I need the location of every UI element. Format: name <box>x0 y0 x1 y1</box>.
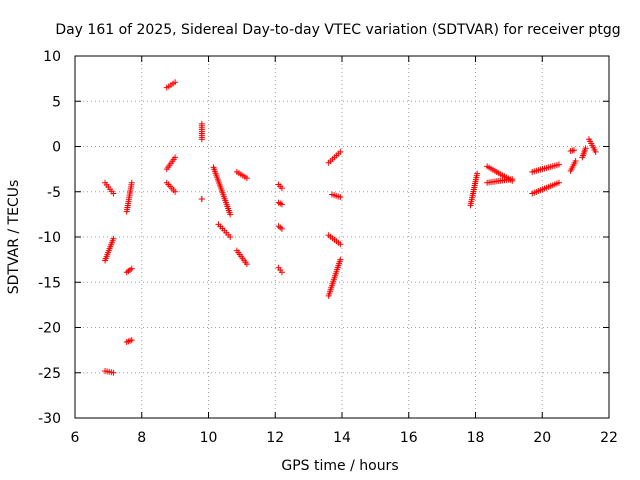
data-point <box>278 225 285 232</box>
data-point <box>337 256 344 263</box>
x-axis-ticks: 6 8 10 12 14 16 18 20 22 <box>71 56 618 446</box>
y-tick-label: -15 <box>38 275 61 291</box>
y-axis-label: SDTVAR / TECUs <box>6 180 22 295</box>
data-series-arc-4 <box>123 179 135 215</box>
data-series-arc-7 <box>163 79 179 91</box>
data-series-arc-31 <box>579 145 589 161</box>
x-tick-label: 12 <box>266 430 284 446</box>
data-point <box>474 170 481 177</box>
x-tick-label: 18 <box>467 430 485 446</box>
data-point <box>227 234 234 240</box>
grid-lines <box>75 56 609 418</box>
data-series-arc-15 <box>233 247 250 268</box>
data-series-arc-9 <box>163 179 179 195</box>
data-point <box>555 161 562 168</box>
data-series-arc-3 <box>102 367 117 376</box>
data-series-arc-5 <box>123 265 135 276</box>
data-series-arc-11 <box>198 195 205 202</box>
data-point <box>110 369 117 376</box>
data-series-arc-18 <box>275 223 285 232</box>
data-point <box>172 188 179 195</box>
y-tick-label: -10 <box>38 230 61 246</box>
data-point <box>128 337 135 344</box>
data-series-arc-19 <box>275 264 285 276</box>
data-point <box>337 194 344 201</box>
data-series-arc-6 <box>123 337 135 345</box>
data-series-arc-10 <box>198 120 205 143</box>
data-point <box>337 148 344 155</box>
x-tick-label: 10 <box>200 430 218 446</box>
data-series-arc-13 <box>215 221 234 240</box>
data-marks <box>102 79 599 376</box>
data-series-arc-29 <box>567 147 577 155</box>
x-tick-label: 20 <box>533 430 551 446</box>
y-tick-label: -25 <box>38 366 61 382</box>
x-axis-label: GPS time / hours <box>281 458 398 474</box>
data-series-arc-24 <box>467 170 481 209</box>
data-point <box>227 211 234 218</box>
y-tick-label: -5 <box>47 185 61 201</box>
data-series-arc-26 <box>484 176 516 186</box>
data-series-arc-27 <box>529 161 562 175</box>
data-point <box>337 241 344 248</box>
chart-title: Day 161 of 2025, Sidereal Day-to-day VTE… <box>55 22 620 38</box>
x-tick-label: 22 <box>600 430 618 446</box>
y-tick-label: 5 <box>52 94 61 110</box>
data-point <box>278 201 285 208</box>
data-series-arc-23 <box>325 256 344 299</box>
y-tick-label: 0 <box>52 140 61 156</box>
data-point <box>198 195 205 202</box>
data-series-arc-21 <box>328 191 344 201</box>
data-point <box>509 176 516 183</box>
data-point <box>128 179 135 186</box>
x-tick-label: 6 <box>71 430 80 446</box>
data-series-arc-30 <box>567 157 579 174</box>
data-point <box>243 261 250 268</box>
y-tick-label: -30 <box>38 411 61 427</box>
data-point <box>172 154 179 161</box>
x-tick-label: 8 <box>137 430 146 446</box>
data-series-arc-32 <box>585 136 599 155</box>
data-series-arc-8 <box>163 154 179 173</box>
data-point <box>110 190 117 197</box>
data-point <box>592 148 599 155</box>
data-point <box>172 79 179 86</box>
y-tick-label: -20 <box>38 321 61 337</box>
x-tick-label: 16 <box>400 430 418 446</box>
data-series-arc-1 <box>102 179 117 197</box>
data-point <box>110 235 117 242</box>
y-axis-ticks: 10 5 0 -5 -10 -15 -20 -25 -30 <box>38 49 609 427</box>
data-point <box>570 147 577 154</box>
data-series-arc-12 <box>210 164 234 218</box>
data-point <box>198 136 205 143</box>
y-tick-label: 10 <box>43 49 61 65</box>
data-series-arc-14 <box>233 168 250 182</box>
data-series-arc-28 <box>529 179 562 197</box>
data-point <box>278 185 285 192</box>
x-tick-label: 14 <box>333 430 351 446</box>
data-point <box>278 269 285 276</box>
data-series-arc-20 <box>325 148 344 166</box>
data-point <box>572 157 579 164</box>
data-point <box>555 179 562 186</box>
data-point <box>582 145 589 152</box>
data-point <box>128 265 135 272</box>
data-series-arc-22 <box>325 232 344 248</box>
data-point <box>243 175 250 182</box>
data-series-arc-17 <box>275 199 285 208</box>
data-series-arc-16 <box>275 181 285 192</box>
data-series-arc-2 <box>102 235 117 264</box>
